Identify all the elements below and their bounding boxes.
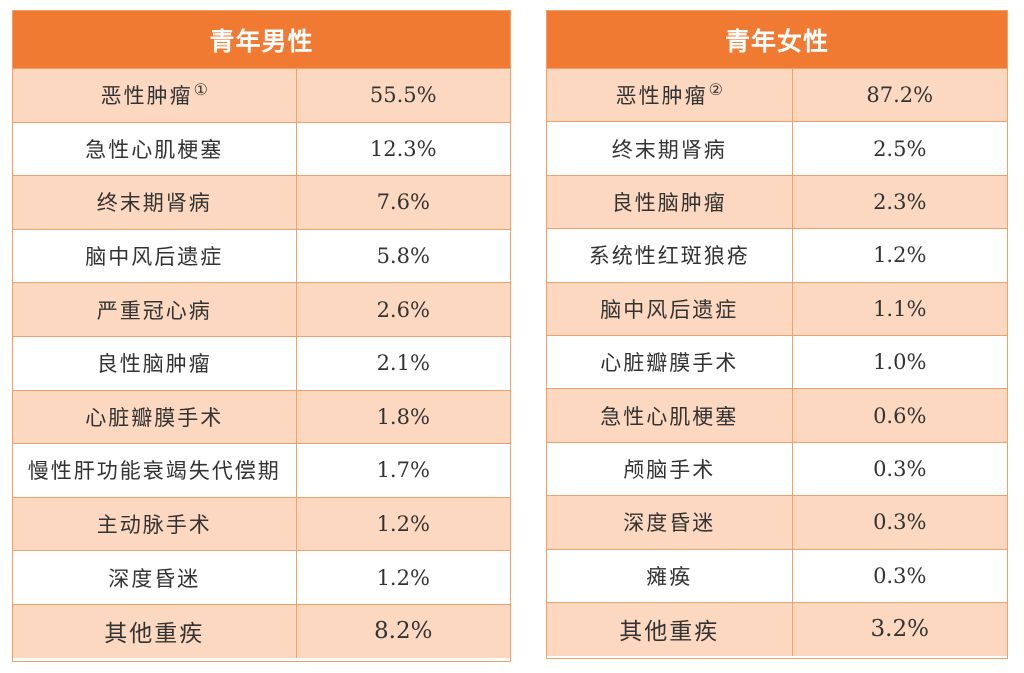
percentage-cell: 2.5% xyxy=(792,121,1007,176)
table-row: 脑中风后遗症 1.1% xyxy=(547,281,1007,336)
disease-name-cell: 颅脑手术 xyxy=(547,441,793,496)
disease-label: 心脏瓣膜手术 xyxy=(600,351,739,376)
disease-name-cell: 急性心肌梗塞 xyxy=(13,121,297,176)
percentage-cell: 8.2% xyxy=(296,603,510,659)
table-row: 终末期肾病 7.6% xyxy=(13,175,510,230)
male-table: 恶性肿瘤① 55.5% 急性心肌梗塞 12.3% 终末期肾病 7.6% 脑中风后遗症 5.8%… xyxy=(13,68,510,659)
percentage-cell: 1.2% xyxy=(296,496,510,551)
percentage-cell: 1.2% xyxy=(792,228,1007,283)
table-row: 严重冠心病 2.6% xyxy=(13,282,510,337)
disease-label: 脑中风后遗症 xyxy=(85,245,224,270)
table-row: 慢性肝功能衰竭失代偿期 1.7% xyxy=(13,443,510,498)
table-row: 深度昏迷 1.2% xyxy=(13,550,510,605)
percentage-cell: 1.2% xyxy=(296,550,510,605)
percentage-cell: 55.5% xyxy=(296,68,510,123)
percentage-cell: 0.6% xyxy=(792,388,1007,443)
disease-label: 恶性肿瘤 xyxy=(100,84,193,109)
table-row: 急性心肌梗塞 0.6% xyxy=(547,388,1007,443)
footnote-marker: ② xyxy=(708,80,723,100)
table-row: 心脏瓣膜手术 1.8% xyxy=(13,389,510,444)
disease-name-cell: 其他重疾 xyxy=(13,603,297,659)
disease-label: 颅脑手术 xyxy=(623,457,716,482)
percentage-cell: 2.1% xyxy=(296,335,510,391)
disease-name-cell: 系统性红斑狼疮 xyxy=(547,228,793,283)
disease-label: 心脏瓣膜手术 xyxy=(85,405,224,430)
disease-name-cell: 恶性肿瘤① xyxy=(13,68,297,123)
percentage-cell: 0.3% xyxy=(792,548,1007,603)
table-row: 脑中风后遗症 5.8% xyxy=(13,228,510,283)
disease-label: 急性心肌梗塞 xyxy=(600,404,739,429)
percentage-cell: 7.6% xyxy=(296,175,510,230)
disease-label: 其他重疾 xyxy=(104,621,205,648)
disease-label: 深度昏迷 xyxy=(108,566,201,591)
disease-label: 严重冠心病 xyxy=(96,298,212,323)
table-row: 良性脑肿瘤 2.3% xyxy=(547,174,1007,229)
table-row: 急性心肌梗塞 12.3% xyxy=(13,121,510,176)
disease-name-cell: 脑中风后遗症 xyxy=(547,281,793,336)
percentage-cell: 5.8% xyxy=(296,228,510,283)
disease-name-cell: 深度昏迷 xyxy=(13,550,297,605)
table-row: 心脏瓣膜手术 1.0% xyxy=(547,334,1007,389)
disease-name-cell: 心脏瓣膜手术 xyxy=(13,389,297,444)
percentage-cell: 0.3% xyxy=(792,441,1007,496)
table-row: 终末期肾病 2.5% xyxy=(547,121,1007,176)
disease-label: 终末期肾病 xyxy=(96,191,212,216)
disease-name-cell: 深度昏迷 xyxy=(547,495,793,550)
disease-name-cell: 慢性肝功能衰竭失代偿期 xyxy=(13,443,297,498)
footnote-marker: ① xyxy=(193,80,208,100)
table-row: 瘫痪 0.3% xyxy=(547,548,1007,603)
disease-label: 终末期肾病 xyxy=(611,137,727,162)
percentage-cell: 1.7% xyxy=(296,443,510,498)
disease-label: 瘫痪 xyxy=(646,564,693,589)
table-row: 其他重疾 8.2% xyxy=(13,603,510,659)
disease-label: 脑中风后遗症 xyxy=(600,297,739,322)
disease-name-cell: 严重冠心病 xyxy=(13,282,297,337)
female-table-panel: 青年女性 恶性肿瘤② 87.2% 终末期肾病 2.5% 良性脑肿瘤 2.3% 系统性红斑狼疮… xyxy=(546,10,1008,659)
male-table-panel: 青年男性 恶性肿瘤① 55.5% 急性心肌梗塞 12.3% 终末期肾病 7.6% 脑中风后遗… xyxy=(12,10,511,662)
disease-label: 主动脉手术 xyxy=(96,513,212,538)
disease-name-cell: 其他重疾 xyxy=(547,601,793,656)
disease-label: 良性脑肿瘤 xyxy=(96,352,212,377)
disease-name-cell: 瘫痪 xyxy=(547,548,793,603)
percentage-cell: 0.3% xyxy=(792,495,1007,550)
male-table-title: 青年男性 xyxy=(13,11,510,68)
percentage-cell: 1.8% xyxy=(296,389,510,444)
disease-label: 慢性肝功能衰竭失代偿期 xyxy=(27,459,281,484)
percentage-cell: 1.0% xyxy=(792,334,1007,389)
percentage-cell: 2.6% xyxy=(296,282,510,337)
percentage-cell: 12.3% xyxy=(296,121,510,176)
percentage-cell: 3.2% xyxy=(792,601,1007,656)
disease-name-cell: 心脏瓣膜手术 xyxy=(547,334,793,389)
disease-label: 急性心肌梗塞 xyxy=(85,137,224,162)
table-row: 恶性肿瘤① 55.5% xyxy=(13,68,510,123)
female-table: 恶性肿瘤② 87.2% 终末期肾病 2.5% 良性脑肿瘤 2.3% 系统性红斑狼疮 1.2% 脑… xyxy=(547,67,1007,656)
disease-label: 其他重疾 xyxy=(619,619,720,646)
disease-label: 恶性肿瘤 xyxy=(615,84,708,109)
disease-name-cell: 恶性肿瘤② xyxy=(547,67,793,122)
disease-name-cell: 终末期肾病 xyxy=(547,121,793,176)
percentage-cell: 2.3% xyxy=(792,174,1007,229)
disease-name-cell: 良性脑肿瘤 xyxy=(547,174,793,229)
disease-label: 系统性红斑狼疮 xyxy=(588,244,750,269)
disease-name-cell: 主动脉手术 xyxy=(13,496,297,551)
table-row: 深度昏迷 0.3% xyxy=(547,495,1007,550)
disease-name-cell: 脑中风后遗症 xyxy=(13,228,297,283)
table-row: 系统性红斑狼疮 1.2% xyxy=(547,228,1007,283)
disease-label: 深度昏迷 xyxy=(623,511,716,536)
disease-label: 良性脑肿瘤 xyxy=(611,190,727,215)
disease-name-cell: 良性脑肿瘤 xyxy=(13,335,297,391)
table-row: 恶性肿瘤② 87.2% xyxy=(547,67,1007,122)
disease-name-cell: 终末期肾病 xyxy=(13,175,297,230)
table-row: 主动脉手术 1.2% xyxy=(13,496,510,551)
table-row: 良性脑肿瘤 2.1% xyxy=(13,335,510,391)
table-row: 其他重疾 3.2% xyxy=(547,601,1007,656)
percentage-cell: 1.1% xyxy=(792,281,1007,336)
table-row: 颅脑手术 0.3% xyxy=(547,441,1007,496)
female-table-title: 青年女性 xyxy=(547,11,1007,68)
percentage-cell: 87.2% xyxy=(792,67,1007,122)
disease-name-cell: 急性心肌梗塞 xyxy=(547,388,793,443)
